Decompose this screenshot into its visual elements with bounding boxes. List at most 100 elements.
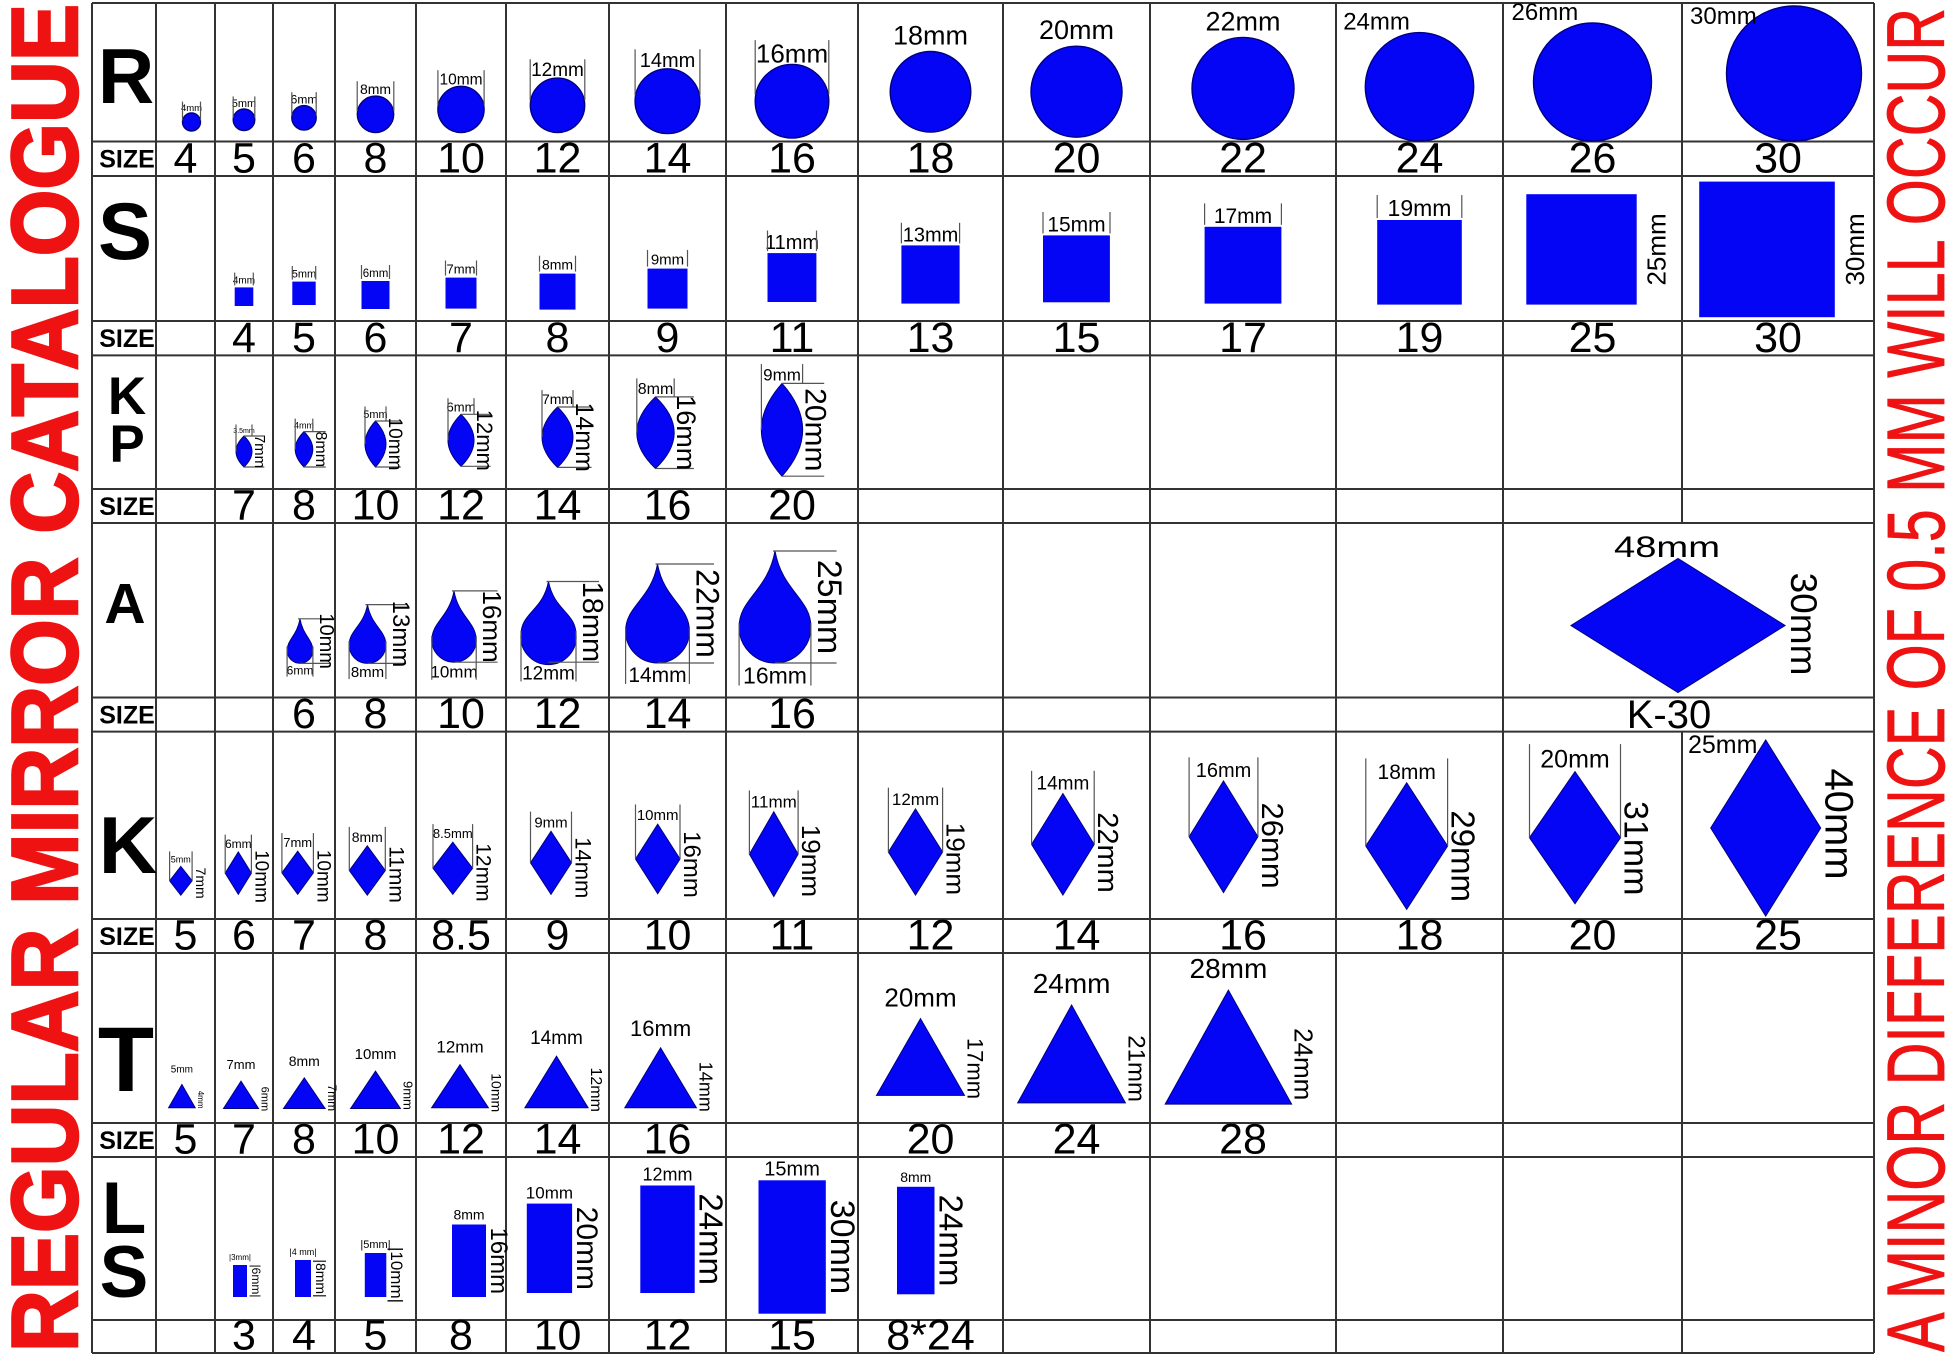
- svg-text:16mm: 16mm: [671, 395, 701, 470]
- svg-text:7mm: 7mm: [325, 1084, 339, 1111]
- svg-text:12: 12: [437, 1116, 485, 1164]
- svg-text:8mm: 8mm: [542, 257, 573, 273]
- svg-text:20: 20: [1053, 135, 1101, 183]
- svg-text:SIZE: SIZE: [99, 702, 155, 730]
- svg-text:14mm: 14mm: [628, 664, 686, 687]
- svg-text:4: 4: [292, 1312, 316, 1354]
- svg-text:14mm: 14mm: [530, 1028, 583, 1049]
- svg-text:9mm: 9mm: [400, 1081, 415, 1110]
- svg-text:16mm: 16mm: [630, 1016, 691, 1041]
- svg-text:10mm: 10mm: [315, 613, 337, 669]
- svg-text:|5mm|: |5mm|: [360, 1239, 390, 1251]
- svg-text:29mm: 29mm: [1445, 810, 1482, 902]
- svg-text:14mm: 14mm: [695, 1062, 715, 1112]
- svg-text:14mm: 14mm: [571, 837, 596, 898]
- svg-text:S: S: [98, 187, 152, 277]
- svg-text:4: 4: [232, 314, 256, 362]
- svg-text:14: 14: [1053, 912, 1101, 960]
- svg-text:10mm: 10mm: [430, 663, 477, 682]
- svg-text:8: 8: [449, 1312, 473, 1354]
- svg-text:10mm: 10mm: [488, 1073, 504, 1112]
- svg-text:26mm: 26mm: [1255, 803, 1290, 889]
- svg-text:22: 22: [1219, 135, 1267, 183]
- svg-text:5mm: 5mm: [363, 409, 387, 421]
- svg-text:12mm: 12mm: [522, 663, 575, 684]
- svg-text:25: 25: [1754, 912, 1802, 960]
- svg-text:7: 7: [232, 1116, 256, 1164]
- svg-text:22mm: 22mm: [1091, 812, 1123, 893]
- svg-text:10mm: 10mm: [250, 850, 271, 903]
- svg-text:5mm: 5mm: [232, 98, 256, 110]
- svg-text:30: 30: [1754, 135, 1802, 183]
- svg-text:19mm: 19mm: [796, 825, 826, 897]
- svg-text:7: 7: [449, 314, 473, 362]
- svg-text:15: 15: [1053, 314, 1101, 362]
- svg-text:24mm: 24mm: [933, 1195, 970, 1287]
- svg-text:5: 5: [364, 1312, 388, 1354]
- svg-text:10: 10: [352, 482, 400, 530]
- svg-text:20mm: 20mm: [1039, 15, 1114, 45]
- svg-text:20mm: 20mm: [570, 1207, 603, 1290]
- svg-text:6mm: 6mm: [259, 1087, 271, 1111]
- svg-text:9mm: 9mm: [763, 365, 801, 384]
- svg-text:10: 10: [437, 135, 485, 183]
- svg-text:25: 25: [1569, 314, 1617, 362]
- svg-text:10mm: 10mm: [312, 850, 333, 903]
- svg-text:30mm: 30mm: [823, 1200, 861, 1294]
- svg-text:8.5: 8.5: [431, 912, 491, 960]
- svg-text:8: 8: [364, 690, 388, 738]
- svg-text:7: 7: [232, 482, 256, 530]
- svg-text:18mm: 18mm: [1378, 761, 1436, 784]
- svg-text:12: 12: [907, 912, 955, 960]
- svg-text:8mm: 8mm: [900, 1169, 931, 1185]
- svg-text:22mm: 22mm: [1205, 6, 1280, 36]
- svg-text:5mm: 5mm: [171, 854, 191, 864]
- svg-text:20: 20: [907, 1116, 955, 1164]
- svg-text:13: 13: [907, 314, 955, 362]
- svg-text:8mm: 8mm: [638, 381, 674, 398]
- svg-text:28mm: 28mm: [1190, 953, 1268, 984]
- svg-text:10: 10: [437, 690, 485, 738]
- svg-text:14mm: 14mm: [570, 402, 598, 471]
- svg-text:28: 28: [1219, 1116, 1267, 1164]
- svg-text:31mm: 31mm: [1617, 801, 1655, 895]
- svg-text:5: 5: [232, 135, 256, 183]
- svg-text:14: 14: [644, 690, 692, 738]
- svg-text:L: L: [102, 1168, 147, 1249]
- svg-text:10: 10: [352, 1116, 400, 1164]
- svg-text:8: 8: [546, 314, 570, 362]
- svg-text:30mm: 30mm: [1690, 3, 1757, 30]
- svg-text:10mm: 10mm: [355, 1046, 397, 1063]
- svg-text:7: 7: [292, 912, 316, 960]
- svg-text:8*24: 8*24: [886, 1312, 974, 1354]
- svg-text:SIZE: SIZE: [99, 146, 155, 174]
- svg-text:20: 20: [1569, 912, 1617, 960]
- svg-text:3.5mm: 3.5mm: [233, 428, 255, 435]
- svg-text:5mm: 5mm: [292, 269, 316, 281]
- svg-text:5: 5: [174, 1116, 198, 1164]
- svg-text:12mm: 12mm: [472, 410, 497, 471]
- svg-text:26mm: 26mm: [1512, 0, 1579, 26]
- svg-text:4mm: 4mm: [196, 1091, 205, 1109]
- svg-text:24mm: 24mm: [1033, 968, 1111, 999]
- svg-text:30: 30: [1754, 314, 1802, 362]
- svg-text:19mm: 19mm: [941, 823, 971, 895]
- svg-text:6: 6: [292, 690, 316, 738]
- svg-text:6mm: 6mm: [287, 664, 314, 678]
- svg-text:30mm: 30mm: [1783, 573, 1824, 676]
- svg-text:8mm: 8mm: [351, 664, 384, 681]
- svg-text:SIZE: SIZE: [99, 325, 155, 353]
- svg-text:11mm: 11mm: [765, 232, 819, 254]
- svg-text:16mm: 16mm: [1196, 760, 1252, 782]
- svg-text:12mm: 12mm: [892, 790, 939, 809]
- svg-text:13mm: 13mm: [903, 224, 959, 246]
- svg-text:14: 14: [534, 482, 582, 530]
- svg-text:20mm: 20mm: [1540, 746, 1609, 774]
- svg-text:SIZE: SIZE: [99, 923, 155, 951]
- svg-text:20: 20: [768, 482, 816, 530]
- svg-text:16: 16: [768, 135, 816, 183]
- svg-text:6: 6: [364, 314, 388, 362]
- svg-text:17mm: 17mm: [963, 1038, 988, 1099]
- svg-text:5mm: 5mm: [171, 1065, 193, 1076]
- svg-text:5: 5: [292, 314, 316, 362]
